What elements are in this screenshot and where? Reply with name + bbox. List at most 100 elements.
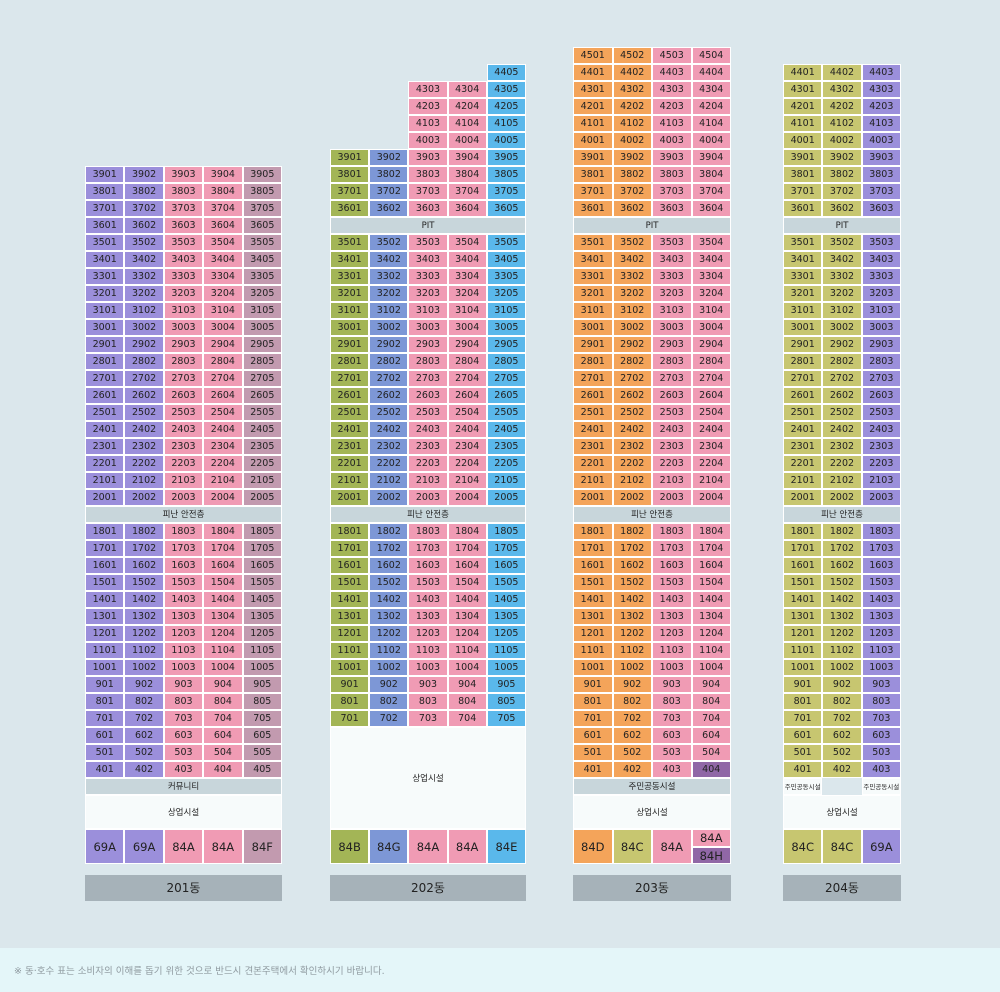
unit-cell: 3904 [447, 149, 487, 166]
unit-cell: 504 [691, 744, 731, 761]
unit-cell: 4001 [783, 132, 823, 149]
unit-cell: 704 [203, 710, 243, 727]
unit-cell: 402 [612, 761, 652, 778]
unit-cell: 801 [85, 693, 125, 710]
unit-cell: 1403 [861, 591, 901, 608]
unit-cell: 1602 [822, 557, 862, 574]
unit-cell: 1103 [408, 642, 448, 659]
unit-cell: 1702 [822, 540, 862, 557]
unit-cell: 401 [573, 761, 613, 778]
unit-cell: 2602 [124, 387, 164, 404]
unit-cell: 1301 [783, 608, 823, 625]
unit-cell: 905 [242, 676, 282, 693]
unit-cell: 4502 [612, 47, 652, 64]
unit-cell: 3901 [783, 149, 823, 166]
unit-cell: 1201 [330, 625, 370, 642]
unit-cell: 1103 [861, 642, 901, 659]
unit-cell: 2803 [408, 353, 448, 370]
unit-cell: 4204 [447, 98, 487, 115]
unit-cell: 1402 [124, 591, 164, 608]
unit-cell: 2503 [652, 404, 692, 421]
unit-cell: 2804 [203, 353, 243, 370]
unit-cell: 701 [85, 710, 125, 727]
unit-cell: 2705 [486, 370, 526, 387]
unit-cell: 2002 [612, 489, 652, 506]
unit-cell: 404 [203, 761, 243, 778]
unit-cell: 3501 [783, 234, 823, 251]
unit-cell: 705 [242, 710, 282, 727]
unit-cell: 3403 [408, 251, 448, 268]
unit-cell: 2004 [447, 489, 487, 506]
unit-cell: 3001 [330, 319, 370, 336]
unit-cell: 704 [447, 710, 487, 727]
unit-cell: 3105 [486, 302, 526, 319]
unit-cell: 1503 [163, 574, 204, 591]
unit-cell: 904 [691, 676, 731, 693]
unit-cell: 3504 [447, 234, 487, 251]
unit-cell: 3501 [330, 234, 370, 251]
unit-cell: 1804 [203, 523, 243, 540]
unit-cell: 3004 [203, 319, 243, 336]
unit-cell: 3501 [573, 234, 613, 251]
unit-cell: 1103 [163, 642, 204, 659]
unit-cell: 2701 [783, 370, 823, 387]
facility-small-cell: 주민공동시설 [783, 778, 823, 795]
unit-cell: 4405 [486, 64, 526, 81]
unit-cell: 2401 [573, 421, 613, 438]
unit-cell: 4102 [612, 115, 652, 132]
unit-cell: 505 [242, 744, 282, 761]
unit-cell: 1004 [203, 659, 243, 676]
unit-cell: 2303 [163, 438, 204, 455]
unit-cell: 4304 [691, 81, 731, 98]
unit-cell: 2304 [203, 438, 243, 455]
unit-type-cell: 84A [408, 829, 448, 864]
unit-cell: 2004 [691, 489, 731, 506]
unit-cell: 3602 [369, 200, 409, 217]
unit-cell: 1701 [783, 540, 823, 557]
unit-cell: 605 [242, 727, 282, 744]
unit-cell: 4304 [447, 81, 487, 98]
unit-cell: 3302 [124, 268, 164, 285]
unit-cell: 1301 [330, 608, 370, 625]
unit-cell: 3802 [612, 166, 652, 183]
unit-cell: 3905 [242, 166, 282, 183]
unit-cell: 3101 [783, 302, 823, 319]
unit-cell: 2301 [783, 438, 823, 455]
unit-cell: 1301 [573, 608, 613, 625]
unit-cell: 403 [861, 761, 901, 778]
unit-cell: 3904 [203, 166, 243, 183]
unit-cell: 2803 [861, 353, 901, 370]
unit-cell: 2405 [486, 421, 526, 438]
unit-cell: 4103 [652, 115, 692, 132]
unit-cell: 2303 [652, 438, 692, 455]
unit-cell: 2502 [822, 404, 862, 421]
unit-cell: 3603 [652, 200, 692, 217]
unit-cell: 1102 [822, 642, 862, 659]
unit-cell: 3204 [691, 285, 731, 302]
unit-cell: 604 [203, 727, 243, 744]
unit-cell: 2005 [242, 489, 282, 506]
unit-type-cell: 84C [822, 829, 862, 864]
unit-cell: 3202 [369, 285, 409, 302]
unit-cell: 2104 [447, 472, 487, 489]
unit-cell: 1105 [486, 642, 526, 659]
unit-cell: 3703 [408, 183, 448, 200]
unit-cell: 2101 [330, 472, 370, 489]
unit-type-cell: 84C [612, 829, 652, 864]
unit-cell: 2103 [861, 472, 901, 489]
unit-cell: 3601 [783, 200, 823, 217]
unit-cell: 1403 [163, 591, 204, 608]
unit-cell: 703 [652, 710, 692, 727]
unit-cell: 4104 [691, 115, 731, 132]
unit-cell: 2902 [612, 336, 652, 353]
unit-cell: 801 [573, 693, 613, 710]
unit-cell: 702 [124, 710, 164, 727]
unit-cell: 2704 [447, 370, 487, 387]
unit-cell: 3701 [330, 183, 370, 200]
unit-cell: 2902 [369, 336, 409, 353]
unit-cell: 3605 [486, 200, 526, 217]
unit-cell: 3603 [861, 200, 901, 217]
unit-cell: 3601 [85, 217, 125, 234]
unit-cell: 1105 [242, 642, 282, 659]
unit-cell: 3201 [330, 285, 370, 302]
